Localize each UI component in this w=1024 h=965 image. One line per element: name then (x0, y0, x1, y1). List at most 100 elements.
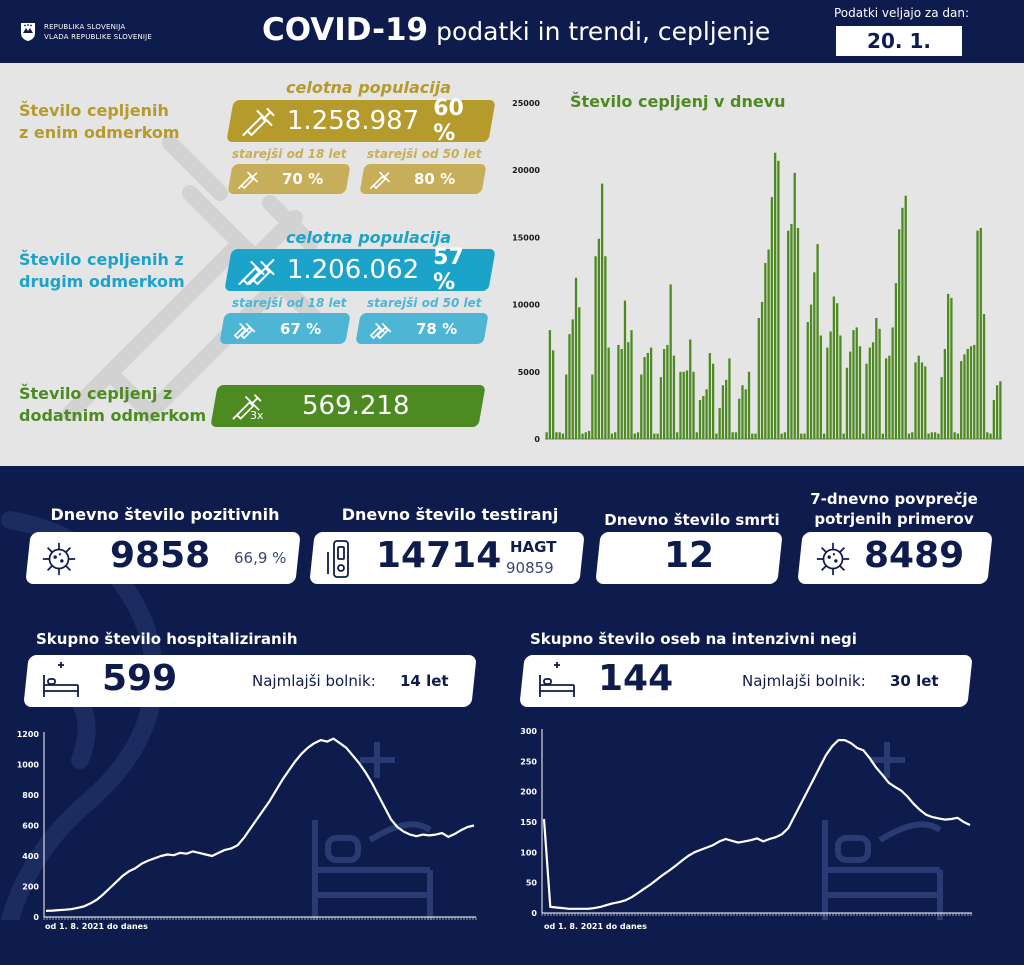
second-dose-total-pill: 1.206.062 57 % (224, 245, 496, 295)
bar (809, 304, 813, 439)
bar (600, 183, 604, 439)
bar (881, 433, 884, 439)
y-tick-label: 0 (531, 909, 537, 918)
series-line (542, 739, 971, 910)
y-tick-label: 10000 (512, 301, 540, 310)
bar (747, 371, 751, 439)
bar (796, 227, 800, 439)
government-logo: REPUBLIKA SLOVENIJA VLADA REPUBLIKE SLOV… (20, 22, 152, 42)
first-dose-18-pct: 70 % (282, 170, 324, 188)
first-dose-50-pct: 80 % (414, 170, 456, 188)
bar (953, 432, 956, 439)
bar (643, 357, 646, 439)
bar (718, 408, 721, 439)
bar (780, 433, 783, 439)
first-dose-18-label: starejši od 18 let (232, 147, 347, 161)
bar (849, 351, 852, 439)
icu-youngest-value: 30 let (890, 672, 939, 690)
y-tick-label: 400 (22, 852, 39, 861)
vaccinations-chart-title: Število cepljenj v dnevu (570, 92, 786, 111)
icu-line-chart: 0 50 100 150 200 250 300 (520, 727, 972, 920)
title-sub: podatki in trendi, cepljenje (436, 17, 771, 46)
second-dose-total-label: celotna populacija (286, 228, 452, 247)
bar (653, 433, 656, 439)
y-tick-label: 20000 (512, 166, 540, 175)
bar (682, 371, 685, 439)
bar (992, 400, 995, 439)
bar (597, 238, 600, 439)
bar (558, 432, 561, 439)
bar (633, 433, 636, 439)
bar (734, 432, 738, 439)
y-tick-label: 200 (22, 883, 39, 892)
second-dose-18-label: starejši od 18 let (232, 296, 347, 310)
bar (826, 347, 829, 439)
hospital-youngest-label: Najmlajši bolnik: (252, 672, 376, 690)
y-tick-label: 25000 (512, 99, 540, 108)
bar (816, 244, 819, 439)
first-dose-total-pill: 1.258.987 60 % (226, 96, 496, 146)
coat-of-arms-icon (21, 23, 35, 41)
booster-label-line1: Število cepljenj z (19, 384, 173, 403)
bar (862, 433, 865, 439)
avg7-card: 8489 (797, 532, 993, 584)
bar (956, 433, 960, 439)
second-dose-label-line2: drugim odmerkom (19, 272, 185, 291)
bar (845, 367, 849, 439)
bar (884, 358, 888, 439)
y-tick-label: 1200 (17, 730, 40, 739)
tests-card: 14714 HAGT 90859 (309, 532, 585, 584)
bar (552, 350, 555, 439)
bar (725, 379, 728, 439)
hospital-value: 599 (102, 658, 178, 699)
second-dose-18-pct: 67 % (280, 319, 322, 338)
bar (790, 223, 793, 439)
bar (630, 330, 633, 439)
bar (875, 318, 878, 439)
syringe-icon (242, 108, 275, 137)
bar (702, 395, 705, 439)
bar (587, 430, 591, 439)
bar (852, 330, 855, 439)
bar (728, 358, 731, 439)
bar (760, 301, 764, 439)
bar (545, 432, 548, 439)
bar (692, 371, 695, 439)
bar (976, 230, 979, 439)
positive-pct: 66,9 % (234, 549, 287, 567)
double-syringe-icon (238, 259, 275, 286)
avg7-title: 7-dnevno povprečje potrjenih primerov (796, 489, 992, 529)
positive-title: Dnevno število pozitivnih (50, 505, 280, 524)
bar (623, 300, 627, 439)
tests-title: Dnevno število testiranj (341, 505, 559, 524)
bar (930, 432, 933, 439)
first-dose-label-line2: z enim odmerkom (19, 123, 180, 142)
date-label: Podatki veljajo za dan: (834, 6, 970, 20)
bar (636, 432, 640, 439)
booster-badge: 3x (250, 409, 264, 422)
y-tick-label: 50 (526, 879, 538, 888)
bar (979, 227, 982, 439)
second-dose-label: Število cepljenih z drugim odmerkom (19, 249, 185, 293)
bar (914, 362, 917, 439)
bar (663, 348, 666, 439)
double-syringe-icon (369, 322, 392, 339)
bar (767, 249, 770, 439)
bar (741, 385, 744, 439)
first-dose-label: Število cepljenih z enim odmerkom (19, 100, 180, 144)
y-tick-label: 1000 (17, 761, 40, 770)
gov-line-1: REPUBLIKA SLOVENIJA (44, 23, 126, 31)
bar (640, 374, 643, 439)
bar (679, 371, 682, 439)
avg7-title-line1: 7-dnevno povprečje (810, 490, 978, 508)
bar (999, 381, 1002, 439)
bar (989, 433, 992, 439)
avg7-title-line2: potrjenih primerov (814, 510, 974, 528)
y-tick-label: 300 (520, 727, 537, 736)
bar (705, 389, 708, 439)
bar (966, 348, 969, 439)
bar (973, 344, 976, 439)
bar (787, 230, 790, 439)
tests-value: 14714 (376, 535, 502, 576)
y-tick-label: 250 (520, 757, 537, 766)
